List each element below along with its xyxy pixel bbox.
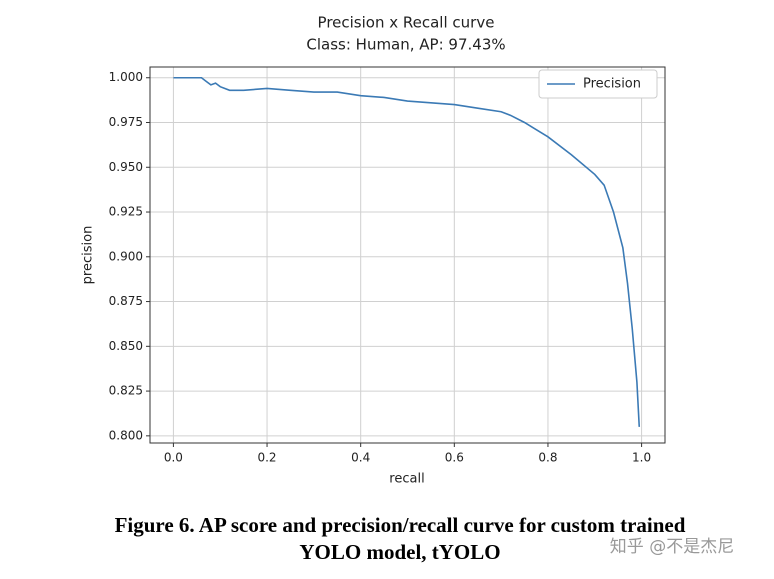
y-axis-label: precision — [81, 226, 96, 285]
y-tick-label: 0.875 — [109, 294, 143, 308]
watermark: 知乎 @不是杰尼 — [610, 537, 734, 557]
plot-area — [150, 67, 665, 443]
y-tick-label: 1.000 — [109, 70, 143, 84]
legend-label: Precision — [583, 77, 641, 92]
line-series — [173, 76, 641, 427]
x-tick-label: 0.2 — [257, 451, 276, 465]
y-tick-label: 0.925 — [109, 205, 143, 219]
x-tick-label: 1.0 — [632, 451, 651, 465]
y-tick-label: 0.850 — [109, 339, 143, 353]
chart-title: Precision x Recall curve — [318, 14, 495, 32]
y-tick-label: 0.950 — [109, 160, 143, 174]
y-tick-label: 0.800 — [109, 428, 143, 442]
chart-subtitle: Class: Human, AP: 97.43% — [306, 36, 505, 54]
y-tick-label: 0.975 — [109, 115, 143, 129]
caption-line: Figure 6. AP score and precision/recall … — [115, 513, 686, 537]
y-tick-label: 0.825 — [109, 384, 143, 398]
plot-frame — [149, 66, 666, 444]
legend-box — [538, 69, 658, 99]
x-tick-label: 0.4 — [351, 451, 370, 465]
x-axis-label: recall — [389, 472, 424, 487]
x-tick-label: 0.8 — [538, 451, 557, 465]
y-tick-label: 0.900 — [109, 249, 143, 263]
caption-line: YOLO model, tYOLO — [299, 540, 500, 564]
x-tick-label: 0.0 — [164, 451, 183, 465]
x-tick-label: 0.6 — [445, 451, 464, 465]
